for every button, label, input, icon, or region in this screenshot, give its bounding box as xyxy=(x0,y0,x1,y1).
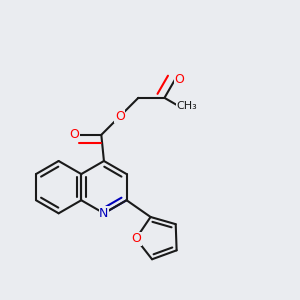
Text: O: O xyxy=(131,232,141,245)
Text: O: O xyxy=(174,73,184,86)
Text: CH₃: CH₃ xyxy=(177,101,197,112)
Text: O: O xyxy=(115,110,125,123)
Text: O: O xyxy=(70,128,80,141)
Text: N: N xyxy=(99,207,109,220)
